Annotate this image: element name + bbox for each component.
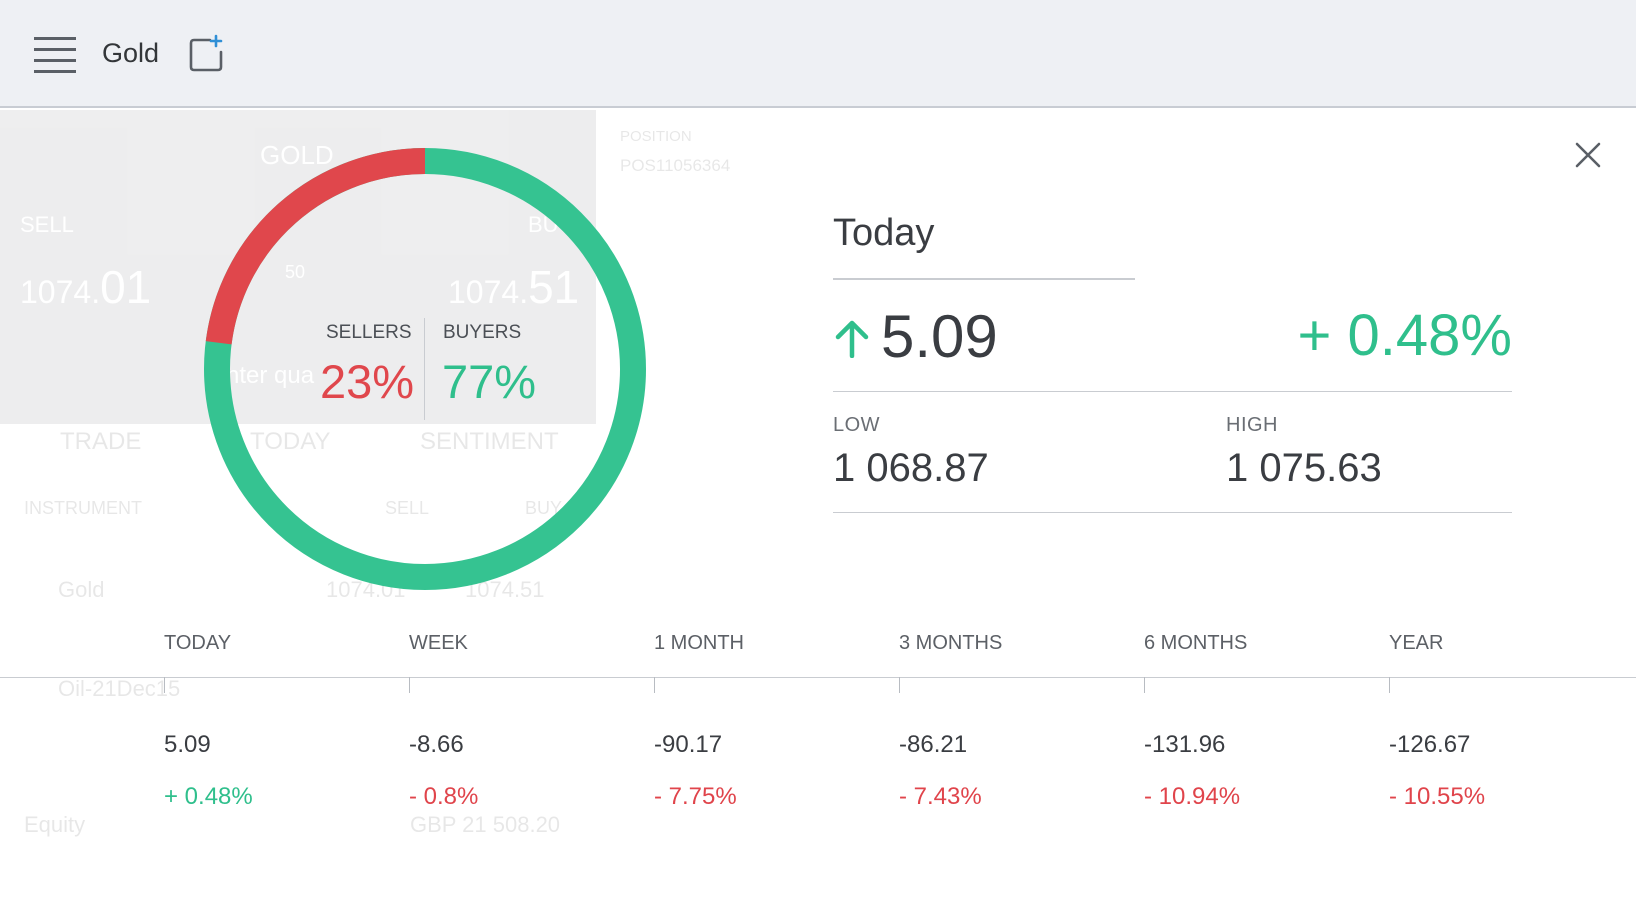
today-divider-3 bbox=[833, 512, 1512, 513]
add-to-watchlist-icon[interactable] bbox=[188, 34, 224, 72]
page-title: Gold bbox=[102, 38, 160, 68]
period-label: 1 MONTH bbox=[654, 632, 744, 654]
today-change-percent: + 0.48% bbox=[1297, 303, 1512, 368]
period-label: 3 MONTHS bbox=[899, 632, 1003, 654]
low-value: 1 068.87 bbox=[833, 446, 989, 490]
bg-pos-header: POSITION bbox=[620, 128, 692, 145]
sellers-label: SELLERS bbox=[326, 322, 412, 343]
buyers-percent: 77% bbox=[442, 355, 537, 408]
bg-tab-trade: TRADE bbox=[60, 428, 142, 455]
bg-header-instrument: INSTRUMENT bbox=[24, 498, 142, 518]
up-arrow-icon bbox=[835, 320, 869, 358]
close-icon[interactable] bbox=[1568, 135, 1608, 175]
today-divider bbox=[833, 278, 1135, 280]
high-label: HIGH bbox=[1226, 414, 1278, 436]
period-value: -131.96 bbox=[1144, 731, 1226, 758]
sellers-percent: 23% bbox=[320, 355, 415, 408]
period-value: -126.67 bbox=[1389, 731, 1471, 758]
high-value: 1 075.63 bbox=[1226, 446, 1382, 490]
bg-row-gold: Gold bbox=[58, 577, 105, 602]
period-tick bbox=[899, 677, 900, 693]
period-tick bbox=[1389, 677, 1390, 693]
buyers-label: BUYERS bbox=[443, 322, 522, 343]
today-divider-2 bbox=[833, 391, 1512, 392]
period-percent: - 7.75% bbox=[654, 783, 737, 810]
period-percent: - 10.94% bbox=[1144, 783, 1241, 810]
top-bar: Gold bbox=[0, 0, 1636, 108]
period-label: YEAR bbox=[1389, 632, 1444, 654]
sentiment-ring: SELLERS BUYERS 23% 77% bbox=[200, 144, 650, 594]
period-percent: + 0.48% bbox=[164, 783, 253, 810]
period-percent: - 0.8% bbox=[409, 783, 479, 810]
period-label: WEEK bbox=[409, 632, 468, 654]
today-change: 5.09 bbox=[881, 303, 998, 370]
period-value: -90.17 bbox=[654, 731, 723, 758]
deal-sell-price: 1074. bbox=[20, 274, 101, 310]
deal-sell-price-big: 01 bbox=[100, 261, 152, 313]
period-percent: - 10.55% bbox=[1389, 783, 1486, 810]
period-value: -8.66 bbox=[409, 731, 464, 758]
period-tick bbox=[164, 677, 165, 693]
period-value: 5.09 bbox=[164, 731, 211, 758]
today-title: Today bbox=[833, 212, 935, 254]
menu-icon[interactable] bbox=[34, 37, 76, 73]
period-tick bbox=[409, 677, 410, 693]
deal-sell-label: SELL bbox=[20, 212, 74, 237]
period-tick bbox=[654, 677, 655, 693]
low-label: LOW bbox=[833, 414, 881, 436]
periods-axis-line bbox=[0, 677, 1636, 678]
period-label: TODAY bbox=[164, 632, 232, 654]
sentiment-donut bbox=[204, 148, 646, 590]
period-tick bbox=[1144, 677, 1145, 693]
period-performance-table: TODAY 5.09 + 0.48% WEEK -8.66 - 0.8% 1 M… bbox=[0, 620, 1636, 820]
sellers-arc bbox=[204, 148, 646, 590]
period-value: -86.21 bbox=[899, 731, 968, 758]
ring-divider bbox=[424, 318, 425, 420]
period-percent: - 7.43% bbox=[899, 783, 982, 810]
period-label: 6 MONTHS bbox=[1144, 632, 1248, 654]
